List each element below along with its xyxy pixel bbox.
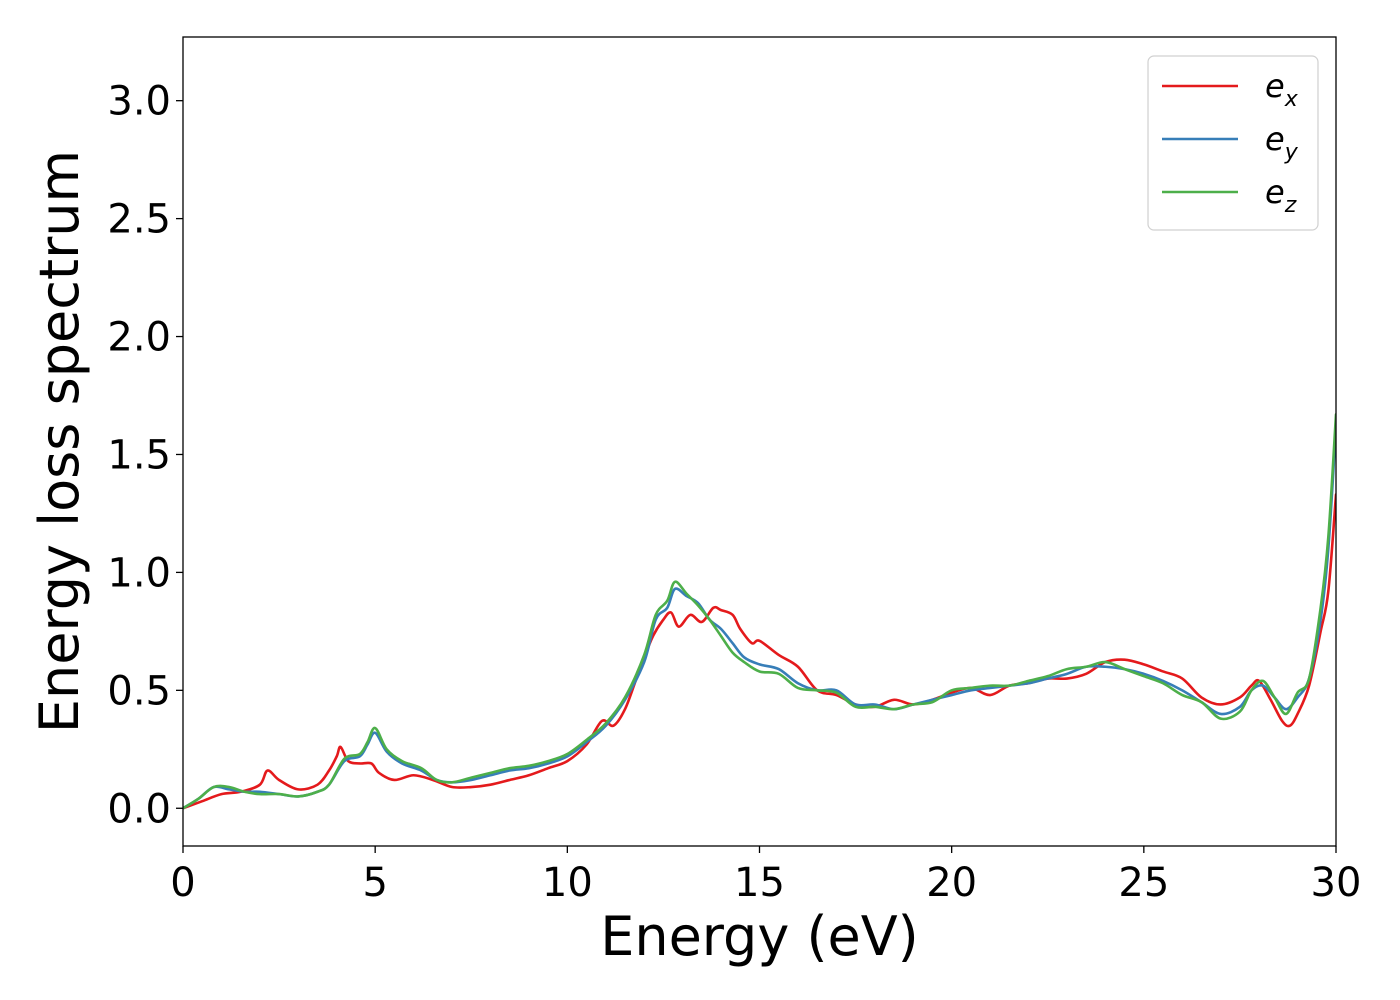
x-tick-label: 15 [734, 860, 785, 906]
y-tick-label: 3.0 [107, 79, 171, 125]
y-tick-label: 2.5 [107, 197, 171, 243]
y-axis: 0.0 0.5 1.0 1.5 2.0 2.5 3.0 [107, 79, 183, 832]
legend: ex ey ez [1147, 55, 1319, 231]
legend-box [1147, 55, 1319, 231]
y-tick-label: 2.0 [107, 315, 171, 361]
x-axis: 0 5 10 15 20 25 30 [170, 846, 1361, 906]
series-line-e-z [183, 413, 1336, 810]
y-tick-label: 0.0 [107, 786, 171, 832]
y-axis-title: Energy loss spectrum [28, 150, 91, 733]
y-tick-label: 1.0 [107, 550, 171, 596]
x-tick-label: 5 [362, 860, 387, 906]
plot-background [183, 37, 1336, 846]
y-tick-label: 1.5 [107, 432, 171, 478]
x-axis-title: Energy (eV) [600, 905, 919, 968]
legend-label-z: ez [1265, 173, 1297, 218]
x-tick-label: 25 [1118, 860, 1169, 906]
x-tick-label: 30 [1311, 860, 1362, 906]
legend-label-x: ex [1265, 67, 1299, 112]
x-tick-label: 10 [542, 860, 593, 906]
x-tick-label: 20 [926, 860, 977, 906]
x-tick-label: 0 [170, 860, 195, 906]
series-line-e-x [183, 493, 1336, 810]
y-tick-label: 0.5 [107, 668, 171, 714]
legend-label-y: ey [1265, 120, 1299, 165]
series-layer [183, 413, 1336, 810]
